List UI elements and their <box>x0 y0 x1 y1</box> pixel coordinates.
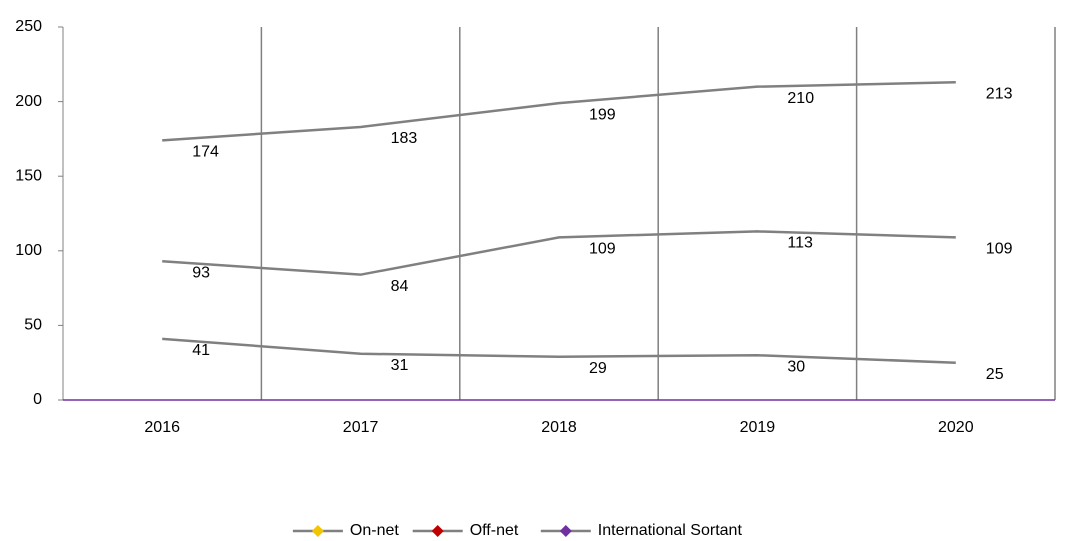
x-tick-label: 2018 <box>541 419 577 436</box>
legend-label: On-net <box>350 522 399 539</box>
x-tick-label: 2016 <box>144 419 180 436</box>
series-line <box>162 337 956 364</box>
data-label: 30 <box>787 358 805 375</box>
data-label: 174 <box>192 144 219 161</box>
series-line <box>162 80 956 142</box>
data-label: 113 <box>787 235 813 252</box>
data-label: 199 <box>589 106 616 123</box>
x-tick-label: 2017 <box>343 419 379 436</box>
legend-marker <box>431 525 444 537</box>
y-tick-label: 100 <box>15 242 42 259</box>
data-label: 93 <box>192 264 210 281</box>
y-tick-label: 0 <box>33 391 42 408</box>
data-label: 84 <box>391 278 409 295</box>
series-line <box>162 230 956 276</box>
y-tick-label: 250 <box>15 18 42 35</box>
data-label: 213 <box>986 85 1013 102</box>
data-label: 210 <box>787 90 814 107</box>
legend-marker <box>311 525 324 537</box>
data-label: 31 <box>391 357 409 374</box>
data-label: 109 <box>986 241 1013 258</box>
data-label: 29 <box>589 360 607 377</box>
x-tick-label: 2019 <box>740 419 776 436</box>
data-label: 41 <box>192 342 210 359</box>
legend-marker <box>559 525 572 537</box>
data-label: 183 <box>391 130 418 147</box>
data-label: 25 <box>986 366 1004 383</box>
legend-label: International Sortant <box>598 522 743 539</box>
y-tick-label: 200 <box>15 93 42 110</box>
y-tick-label: 50 <box>24 317 42 334</box>
x-tick-label: 2020 <box>938 419 974 436</box>
legend-label: Off-net <box>470 522 519 539</box>
y-tick-label: 150 <box>15 167 42 184</box>
data-label: 109 <box>589 241 616 258</box>
